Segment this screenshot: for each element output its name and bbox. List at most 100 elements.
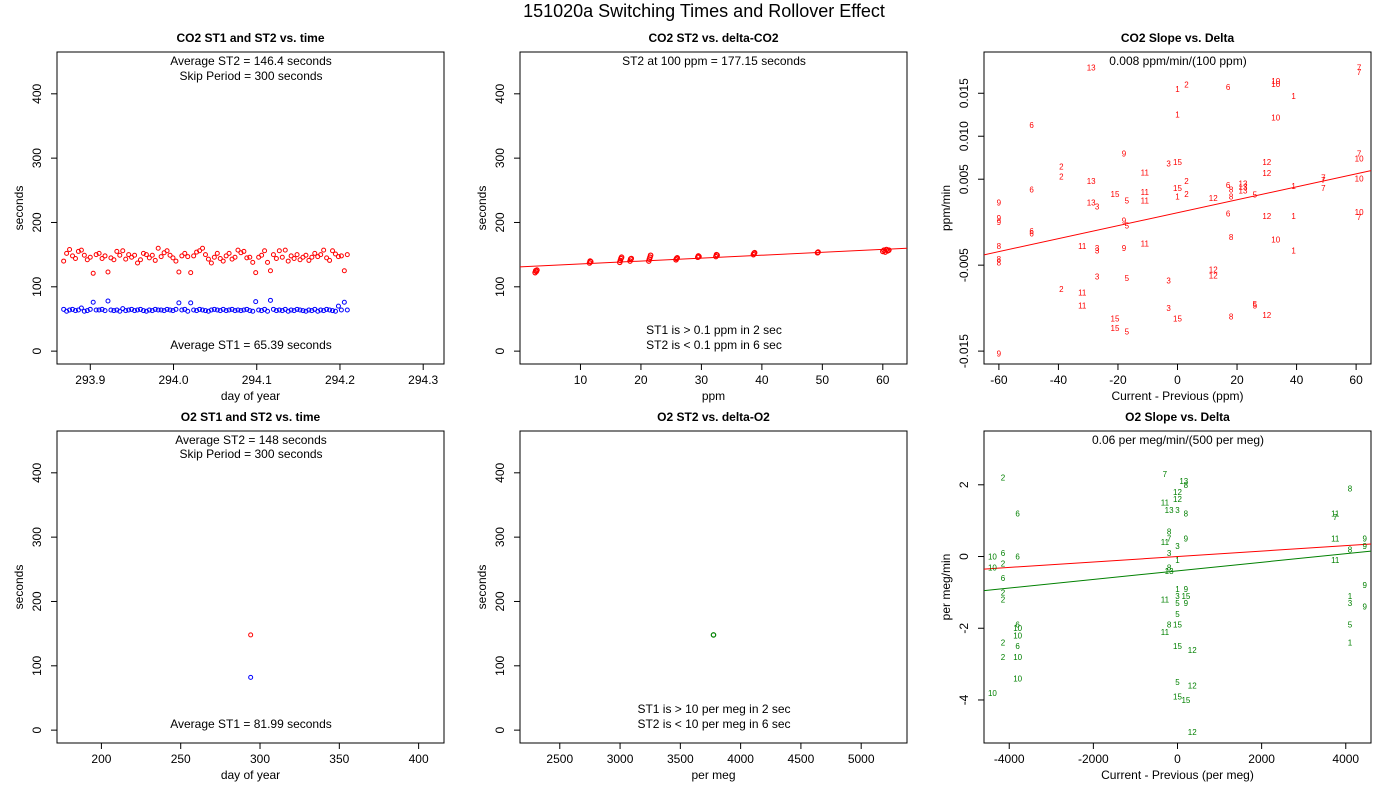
y-tick-label: 0 <box>30 726 44 733</box>
point-st1 <box>306 307 312 313</box>
point-st2 <box>291 255 297 261</box>
figure-title: 151020a Switching Times and Rollover Eff… <box>523 1 885 21</box>
point-label: 12 <box>1209 194 1218 203</box>
point-label: 15 <box>1173 692 1182 701</box>
point-label: 1 <box>1175 85 1180 94</box>
y-axis-label: per meg/min <box>939 554 953 621</box>
point-label: 7 <box>1321 176 1326 185</box>
point-st2 <box>84 257 90 263</box>
point-st1 <box>164 306 170 312</box>
point-label: 5 <box>1175 678 1180 687</box>
point-label: 8 <box>997 255 1002 264</box>
point-label: 5 <box>1125 274 1130 283</box>
point-label: 12 <box>1188 728 1197 737</box>
x-tick-label: 2000 <box>1248 752 1275 766</box>
point-st2 <box>152 257 158 263</box>
point-st1 <box>185 308 191 314</box>
point-st2 <box>123 256 129 262</box>
y-tick-label: 200 <box>493 591 507 611</box>
point-label: 8 <box>1167 563 1172 572</box>
point-label: 1 <box>1175 556 1180 565</box>
plot-frame <box>56 51 445 365</box>
point-label: 1 <box>1348 639 1353 648</box>
y-tick-label: 300 <box>493 527 507 547</box>
point-label: 6 <box>1029 229 1034 238</box>
fit-line <box>984 543 1371 570</box>
point-label: 5 <box>1253 300 1258 309</box>
point-label: 2 <box>1001 560 1006 569</box>
fit-line <box>984 550 1371 592</box>
point-label: 15 <box>1173 621 1182 630</box>
point-label: 12 <box>1188 646 1197 655</box>
x-tick-label: 400 <box>409 752 429 766</box>
point-label: 15 <box>1173 158 1182 167</box>
point-label: 7 <box>1163 470 1168 479</box>
point-st2 <box>114 248 120 254</box>
annotation-text: Average ST1 = 81.99 seconds <box>170 717 332 731</box>
point-label: 6 <box>1015 642 1020 651</box>
point-st2 <box>90 270 96 276</box>
point-label: 11 <box>1331 535 1340 544</box>
point-label: 10 <box>1013 674 1022 683</box>
point-label: 8 <box>1229 192 1234 201</box>
point-label: 7 <box>1357 213 1362 222</box>
point-st2 <box>267 268 273 274</box>
point-st1 <box>276 307 282 313</box>
y-tick-label: 2 <box>957 481 971 488</box>
annotation-text: ST2 is < 10 per meg in 6 sec <box>637 717 790 731</box>
point-label: 13 <box>1239 186 1248 195</box>
x-axis-label: Current - Previous (per meg) <box>1101 768 1254 782</box>
point-label: 3 <box>1166 304 1171 313</box>
point-st1 <box>152 306 158 312</box>
point-st2 <box>309 254 315 260</box>
point-label: 3 <box>1175 506 1180 515</box>
point-st2 <box>170 255 176 261</box>
x-tick-label: 294.1 <box>242 373 272 387</box>
point-label: 13 <box>1165 506 1174 515</box>
y-tick-label: 400 <box>493 462 507 482</box>
x-tick-label: 50 <box>816 373 830 387</box>
point-label: 9 <box>1184 535 1189 544</box>
x-tick-label: 3500 <box>667 752 694 766</box>
point-st1 <box>232 308 238 314</box>
point-label: 10 <box>1013 624 1022 633</box>
data-point <box>883 246 890 253</box>
point-st2 <box>288 253 294 259</box>
x-tick-label: 4500 <box>788 752 815 766</box>
x-tick-label: 294.0 <box>159 373 189 387</box>
point-st1 <box>117 308 123 314</box>
point-label: 2 <box>1059 285 1064 294</box>
point-label: 9 <box>997 350 1002 359</box>
point-label: 10 <box>1355 155 1364 164</box>
annotation-text: Skip Period = 300 seconds <box>179 69 322 83</box>
point-st2 <box>270 252 276 258</box>
point-st2 <box>303 252 309 258</box>
point-st1 <box>208 307 214 313</box>
plot-frame <box>519 51 908 365</box>
point-label: 3 <box>1095 244 1100 253</box>
data-point <box>815 249 821 255</box>
point-st2 <box>208 260 214 266</box>
point-st2 <box>282 247 288 253</box>
y-axis-label: seconds <box>12 565 26 610</box>
point-label: 13 <box>1087 198 1096 207</box>
point-label: 2 <box>1001 639 1006 648</box>
point-st2 <box>327 257 333 263</box>
annotation-text: Average ST2 = 146.4 seconds <box>170 54 332 68</box>
plot-frame <box>519 430 908 744</box>
point-st2 <box>102 253 108 259</box>
point-st1 <box>344 307 350 313</box>
annotation-text: ST1 is > 10 per meg in 2 sec <box>637 702 790 716</box>
x-tick-label: 0 <box>1174 373 1181 387</box>
point-label: 2 <box>1001 653 1006 662</box>
point-label: 10 <box>1271 80 1280 89</box>
point-label: 12 <box>1209 265 1218 274</box>
point-label: 15 <box>1181 696 1190 705</box>
point-label: 2 <box>1184 177 1189 186</box>
point-st2 <box>137 257 143 263</box>
x-axis-label: Current - Previous (ppm) <box>1111 389 1243 403</box>
y-tick-label: 200 <box>30 212 44 232</box>
point-label: 12 <box>1262 311 1271 320</box>
point-st1 <box>235 307 241 313</box>
point-label: 1 <box>1291 182 1296 191</box>
